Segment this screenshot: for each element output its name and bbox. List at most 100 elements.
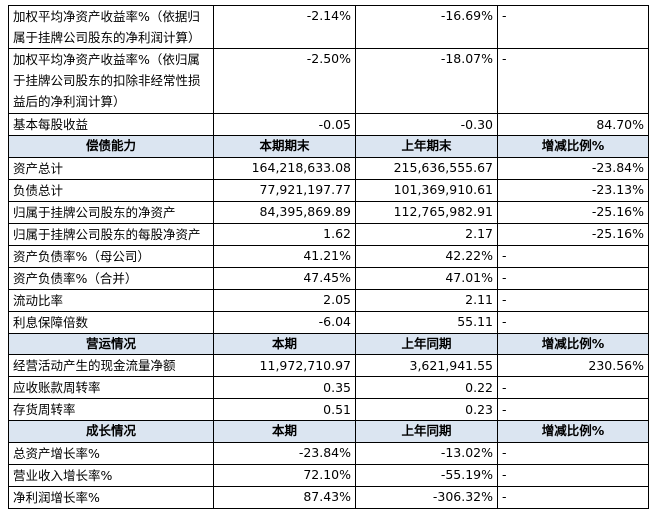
value-cell: 47.45% xyxy=(213,266,356,290)
header-cell: 本期 xyxy=(213,420,356,443)
value-cell: 164,218,633.08 xyxy=(213,156,356,180)
table-row: 利息保障倍数 -6.04 55.11- xyxy=(8,310,649,334)
value-cell: 84,395,869.89 xyxy=(213,200,356,224)
value-cell: -0.05 xyxy=(213,113,356,136)
label-cell: 资产负债率%（母公司） xyxy=(8,244,214,268)
value-cell: 41.21% xyxy=(213,244,356,268)
section-header-row: 成长情况 本期 上年同期 增减比例% xyxy=(8,420,649,443)
table-row: 总资产增长率% -23.84% -13.02% - xyxy=(8,441,649,465)
value-cell: -2.14% xyxy=(213,5,356,49)
header-cell: 本期期末 xyxy=(213,135,356,158)
value-cell: -55.19% xyxy=(355,463,498,487)
header-cell: 上年期末 xyxy=(355,135,498,158)
label-cell: 归属于挂牌公司股东的净资产 xyxy=(8,200,214,224)
label-cell: 流动比率 xyxy=(8,288,214,312)
value-cell: 11,972,710.97 xyxy=(213,354,356,378)
table-row: 资产总计 164,218,633.08 215,636,555.67 -23.84% xyxy=(8,156,649,180)
value-cell: -306.32% xyxy=(355,485,498,509)
value-cell: 2.17 xyxy=(355,222,498,246)
label-cell: 净利润增长率% xyxy=(8,485,214,509)
section-header-row: 营运情况 本期 上年同期 增减比例% xyxy=(8,332,649,356)
value-cell: - xyxy=(497,398,649,422)
value-cell: - xyxy=(497,463,649,487)
table-row: 存货周转率 0.51 0.23- xyxy=(8,398,649,422)
value-cell: - xyxy=(497,266,649,290)
table-row: 负债总计 77,921,197.77 101,369,910.61 -23.13% xyxy=(8,178,649,202)
header-cell: 成长情况 xyxy=(8,420,214,443)
table-row: 归属于挂牌公司股东的每股净资产 1.62 2.17 -25.16% xyxy=(8,222,649,246)
label-cell: 资产负债率%（合并） xyxy=(8,266,214,290)
value-cell: 55.11 xyxy=(355,310,498,334)
value-cell: 84.70% xyxy=(497,113,649,136)
value-cell: - xyxy=(497,5,649,49)
value-cell: -23.84% xyxy=(213,441,356,465)
value-cell: 87.43% xyxy=(213,485,356,509)
label-cell: 基本每股收益 xyxy=(8,113,214,136)
value-cell: 101,369,910.61 xyxy=(355,178,498,202)
value-cell: - xyxy=(497,288,649,312)
header-cell: 上年同期 xyxy=(355,420,498,443)
value-cell: 1.62 xyxy=(213,222,356,246)
table-row: 归属于挂牌公司股东的净资产 84,395,869.89 112,765,982.91… xyxy=(8,200,649,224)
label-cell: 应收账款周转率 xyxy=(8,376,214,400)
value-cell: - xyxy=(497,485,649,509)
table-row: 加权平均净资产收益率%（依归属于挂牌公司股东的扣除非经常性损益后的净利润计算） -… xyxy=(8,48,649,114)
label-cell: 利息保障倍数 xyxy=(8,310,214,334)
value-cell: 77,921,197.77 xyxy=(213,178,356,202)
table-row: 净利润增长率% 87.43% -306.32% - xyxy=(8,485,649,509)
table-row: 资产负债率%（母公司） 41.21% 42.22% - xyxy=(8,244,649,268)
value-cell: 72.10% xyxy=(213,463,356,487)
table-row: 经营活动产生的现金流量净额 11,972,710.97 3,621,941.55 23… xyxy=(8,354,649,378)
financial-table: 加权平均净资产收益率%（依据归属于挂牌公司股东的净利润计算） -2.14% -16.… xyxy=(8,5,649,509)
value-cell: 0.23 xyxy=(355,398,498,422)
header-cell: 增减比例% xyxy=(497,135,649,158)
value-cell: -13.02% xyxy=(355,441,498,465)
header-cell: 营运情况 xyxy=(8,332,214,356)
value-cell: 230.56% xyxy=(497,354,649,378)
value-cell: -23.13% xyxy=(497,178,649,202)
table-row: 加权平均净资产收益率%（依据归属于挂牌公司股东的净利润计算） -2.14% -16.… xyxy=(8,5,649,49)
label-cell: 加权平均净资产收益率%（依归属于挂牌公司股东的扣除非经常性损益后的净利润计算） xyxy=(8,48,214,114)
table-row: 应收账款周转率 0.35 0.22- xyxy=(8,376,649,400)
header-cell: 上年同期 xyxy=(355,332,498,356)
table-row: 资产负债率%（合并） 47.45% 47.01% - xyxy=(8,266,649,290)
value-cell: 0.22 xyxy=(355,376,498,400)
value-cell: 0.51 xyxy=(213,398,356,422)
value-cell: - xyxy=(497,376,649,400)
value-cell: -16.69% xyxy=(355,5,498,49)
label-cell: 归属于挂牌公司股东的每股净资产 xyxy=(8,222,214,246)
label-cell: 资产总计 xyxy=(8,156,214,180)
value-cell: -6.04 xyxy=(213,310,356,334)
table-body: 加权平均净资产收益率%（依据归属于挂牌公司股东的净利润计算） -2.14% -16.… xyxy=(8,5,649,509)
label-cell: 营业收入增长率% xyxy=(8,463,214,487)
value-cell: 215,636,555.67 xyxy=(355,156,498,180)
value-cell: - xyxy=(497,310,649,334)
table-row: 营业收入增长率% 72.10% -55.19% - xyxy=(8,463,649,487)
value-cell: 47.01% xyxy=(355,266,498,290)
header-cell: 偿债能力 xyxy=(8,135,214,158)
label-cell: 总资产增长率% xyxy=(8,441,214,465)
value-cell: -18.07% xyxy=(355,48,498,114)
header-cell: 本期 xyxy=(213,332,356,356)
label-cell: 经营活动产生的现金流量净额 xyxy=(8,354,214,378)
value-cell: -23.84% xyxy=(497,156,649,180)
value-cell: 2.11 xyxy=(355,288,498,312)
value-cell: - xyxy=(497,441,649,465)
value-cell: -2.50% xyxy=(213,48,356,114)
value-cell: -0.30 xyxy=(355,113,498,136)
page: 加权平均净资产收益率%（依据归属于挂牌公司股东的净利润计算） -2.14% -16.… xyxy=(8,5,649,509)
value-cell: 112,765,982.91 xyxy=(355,200,498,224)
section-header-row: 偿债能力 本期期末 上年期末 增减比例% xyxy=(8,135,649,158)
value-cell: 0.35 xyxy=(213,376,356,400)
value-cell: 2.05 xyxy=(213,288,356,312)
value-cell: 3,621,941.55 xyxy=(355,354,498,378)
value-cell: - xyxy=(497,48,649,114)
label-cell: 加权平均净资产收益率%（依据归属于挂牌公司股东的净利润计算） xyxy=(8,5,214,49)
table-row: 流动比率 2.05 2.11- xyxy=(8,288,649,312)
value-cell: -25.16% xyxy=(497,200,649,224)
value-cell: - xyxy=(497,244,649,268)
value-cell: 42.22% xyxy=(355,244,498,268)
label-cell: 存货周转率 xyxy=(8,398,214,422)
label-cell: 负债总计 xyxy=(8,178,214,202)
value-cell: -25.16% xyxy=(497,222,649,246)
